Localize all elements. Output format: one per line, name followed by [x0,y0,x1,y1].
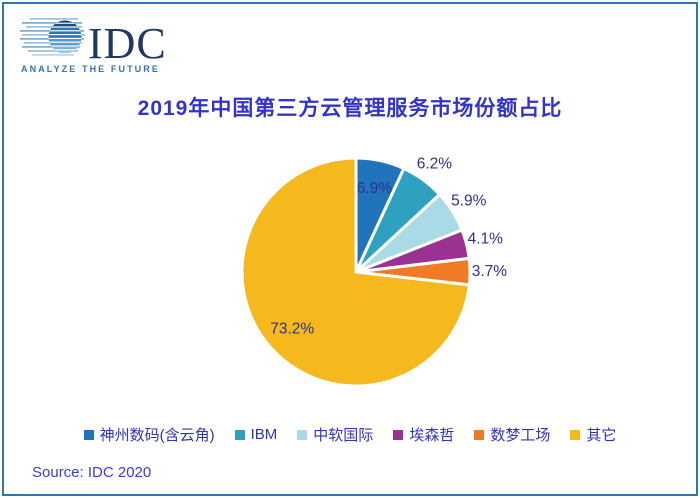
legend-swatch-1 [234,429,245,440]
pie-chart: 6.9% 6.2% 5.9% 4.1% 3.7% 73.2% [240,156,508,388]
legend-label-5: 其它 [586,427,617,444]
idc-tagline: ANALYZE THE FUTURE [21,64,160,74]
pie-label-2: 5.9% [451,192,487,209]
legend-label-3: 埃森哲 [409,427,455,444]
pie-label-5: 73.2% [270,320,314,337]
chart-title: 2019年中国第三方云管理服务市场份额占比 [137,97,563,120]
pie-slice-5 [240,156,471,388]
legend-swatch-5 [570,429,581,440]
legend-label-1: IBM [250,426,278,443]
legend-item-1: IBM [234,426,278,443]
legend-item-3: 埃森哲 [393,424,454,445]
legend-swatch-4 [474,429,485,440]
legend-swatch-2 [297,429,308,440]
legend-label-2: 中软国际 [313,427,374,444]
legend-label-4: 数梦工场 [490,427,551,444]
pie-label-1: 6.2% [417,156,453,173]
legend-label-0: 神州数码(含云角) [99,427,215,444]
legend-item-4: 数梦工场 [474,424,550,445]
source-note: Source: IDC 2020 [32,464,152,481]
legend: 神州数码(含云角) IBM 中软国际 埃森哲 数梦工场 其它 [4,424,696,445]
legend-item-0: 神州数码(含云角) [83,424,215,445]
idc-logo: IDC ANALYZE THE FUTURE [20,18,167,74]
legend-swatch-3 [393,429,404,440]
idc-globe-icon [20,18,85,56]
legend-item-2: 中软国际 [297,424,373,445]
pie-label-4: 3.7% [472,263,508,280]
legend-item-5: 其它 [570,424,616,445]
legend-swatch-0 [83,429,94,440]
pie-label-3: 4.1% [468,231,504,248]
idc-brand-text: IDC [88,19,167,68]
pie-chart-area: 6.9% 6.2% 5.9% 4.1% 3.7% 73.2% [144,134,584,419]
pie-label-0: 6.9% [357,180,393,197]
